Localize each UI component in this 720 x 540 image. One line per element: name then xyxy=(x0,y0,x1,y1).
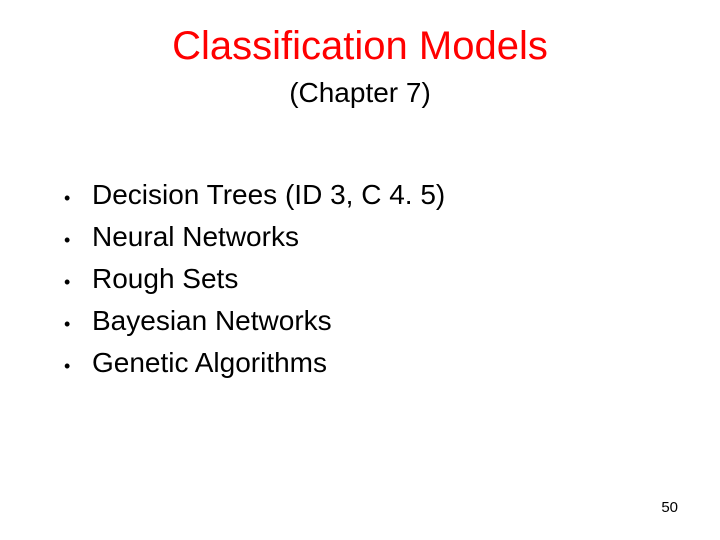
list-item: • Neural Networks xyxy=(60,221,720,253)
list-item: • Decision Trees (ID 3, C 4. 5) xyxy=(60,179,720,211)
bullet-icon: • xyxy=(60,188,92,209)
slide-subtitle: (Chapter 7) xyxy=(0,77,720,109)
bullet-icon: • xyxy=(60,230,92,251)
list-item: • Bayesian Networks xyxy=(60,305,720,337)
bullet-icon: • xyxy=(60,314,92,335)
bullet-text: Bayesian Networks xyxy=(92,305,332,337)
bullet-text: Decision Trees (ID 3, C 4. 5) xyxy=(92,179,445,211)
bullet-icon: • xyxy=(60,356,92,377)
slide-title: Classification Models xyxy=(0,0,720,69)
bullet-text: Rough Sets xyxy=(92,263,238,295)
bullet-text: Genetic Algorithms xyxy=(92,347,327,379)
bullet-text: Neural Networks xyxy=(92,221,299,253)
page-number: 50 xyxy=(661,499,678,516)
list-item: • Rough Sets xyxy=(60,263,720,295)
list-item: • Genetic Algorithms xyxy=(60,347,720,379)
bullet-icon: • xyxy=(60,272,92,293)
bullet-list: • Decision Trees (ID 3, C 4. 5) • Neural… xyxy=(60,179,720,379)
